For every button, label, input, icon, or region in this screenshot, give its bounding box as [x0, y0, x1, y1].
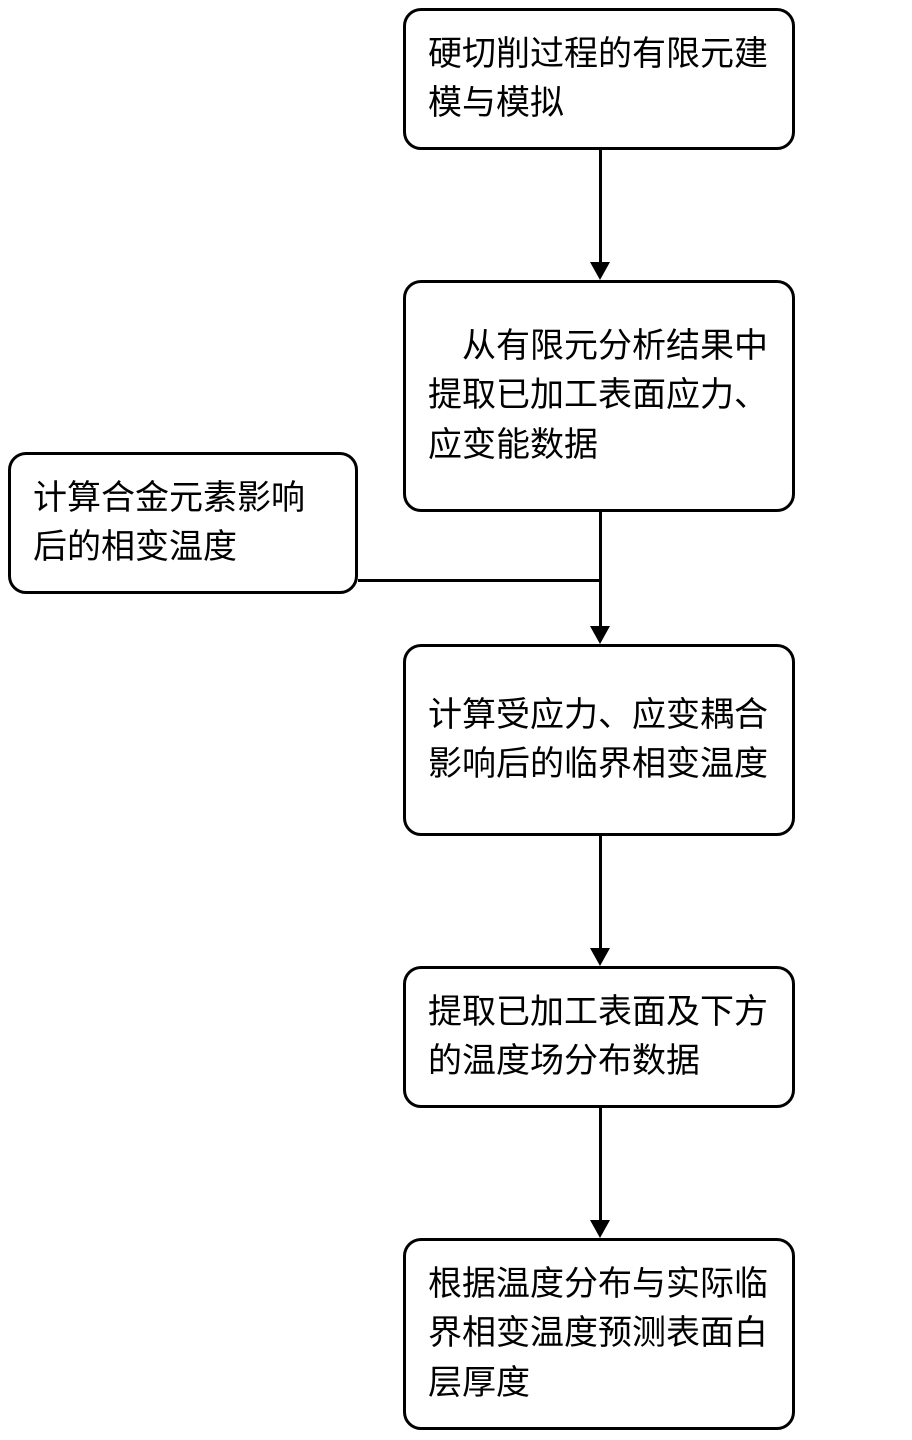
node-label: 计算合金元素影响后的相变温度 [33, 474, 333, 573]
node-predict-thickness: 根据温度分布与实际临界相变温度预测表面白层厚度 [403, 1238, 795, 1430]
node-label: 从有限元分析结果中提取已加工表面应力、应变能数据 [428, 322, 770, 470]
node-label: 提取已加工表面及下方的温度场分布数据 [428, 988, 770, 1087]
node-extract-stress: 从有限元分析结果中提取已加工表面应力、应变能数据 [403, 280, 795, 512]
node-label: 硬切削过程的有限元建模与模拟 [428, 30, 770, 129]
arrow-head-icon [590, 1220, 610, 1238]
arrow-head-icon [590, 262, 610, 280]
node-critical-temp: 计算受应力、应变耦合影响后的临界相变温度 [403, 644, 795, 836]
arrow-head-icon [590, 626, 610, 644]
arrow-line [599, 1108, 602, 1220]
node-fem-modeling: 硬切削过程的有限元建模与模拟 [403, 8, 795, 150]
node-alloy-temp: 计算合金元素影响后的相变温度 [8, 452, 358, 594]
arrow-head-icon [590, 948, 610, 966]
node-label: 计算受应力、应变耦合影响后的临界相变温度 [428, 691, 770, 790]
node-temp-field: 提取已加工表面及下方的温度场分布数据 [403, 966, 795, 1108]
arrow-line [599, 836, 602, 948]
flowchart-container: 硬切削过程的有限元建模与模拟 从有限元分析结果中提取已加工表面应力、应变能数据 … [0, 0, 912, 1440]
node-label: 根据温度分布与实际临界相变温度预测表面白层厚度 [428, 1260, 770, 1408]
arrow-line [599, 150, 602, 262]
arrow-line [599, 512, 602, 626]
arrow-line [358, 579, 600, 582]
